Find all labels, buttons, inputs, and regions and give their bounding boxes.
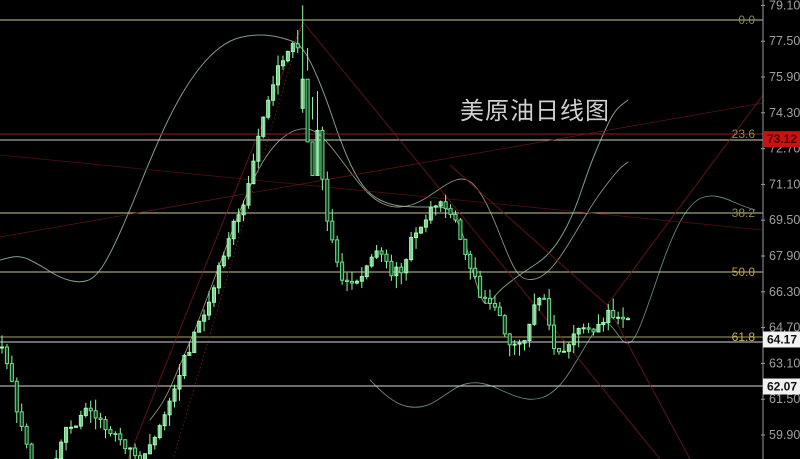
svg-text:50.0: 50.0 [732,265,756,279]
svg-text:66.30: 66.30 [769,285,800,299]
svg-text:67.90: 67.90 [769,249,800,263]
svg-text:38.2: 38.2 [732,206,756,220]
svg-text:59.90: 59.90 [769,428,800,442]
svg-text:23.6: 23.6 [732,127,756,141]
svg-text:71.10: 71.10 [769,177,800,191]
svg-text:63.10: 63.10 [769,356,800,370]
svg-text:69.50: 69.50 [769,213,800,227]
svg-text:64.17: 64.17 [767,333,797,347]
svg-text:73.12: 73.12 [767,132,797,146]
svg-text:美原油日线图: 美原油日线图 [460,98,610,125]
svg-text:74.30: 74.30 [769,106,800,120]
svg-text:61.8: 61.8 [732,330,756,344]
svg-text:62.07: 62.07 [767,380,797,394]
svg-text:75.90: 75.90 [769,70,800,84]
svg-text:0.0: 0.0 [738,13,755,27]
svg-text:79.10: 79.10 [769,0,800,12]
svg-text:77.50: 77.50 [769,34,800,48]
